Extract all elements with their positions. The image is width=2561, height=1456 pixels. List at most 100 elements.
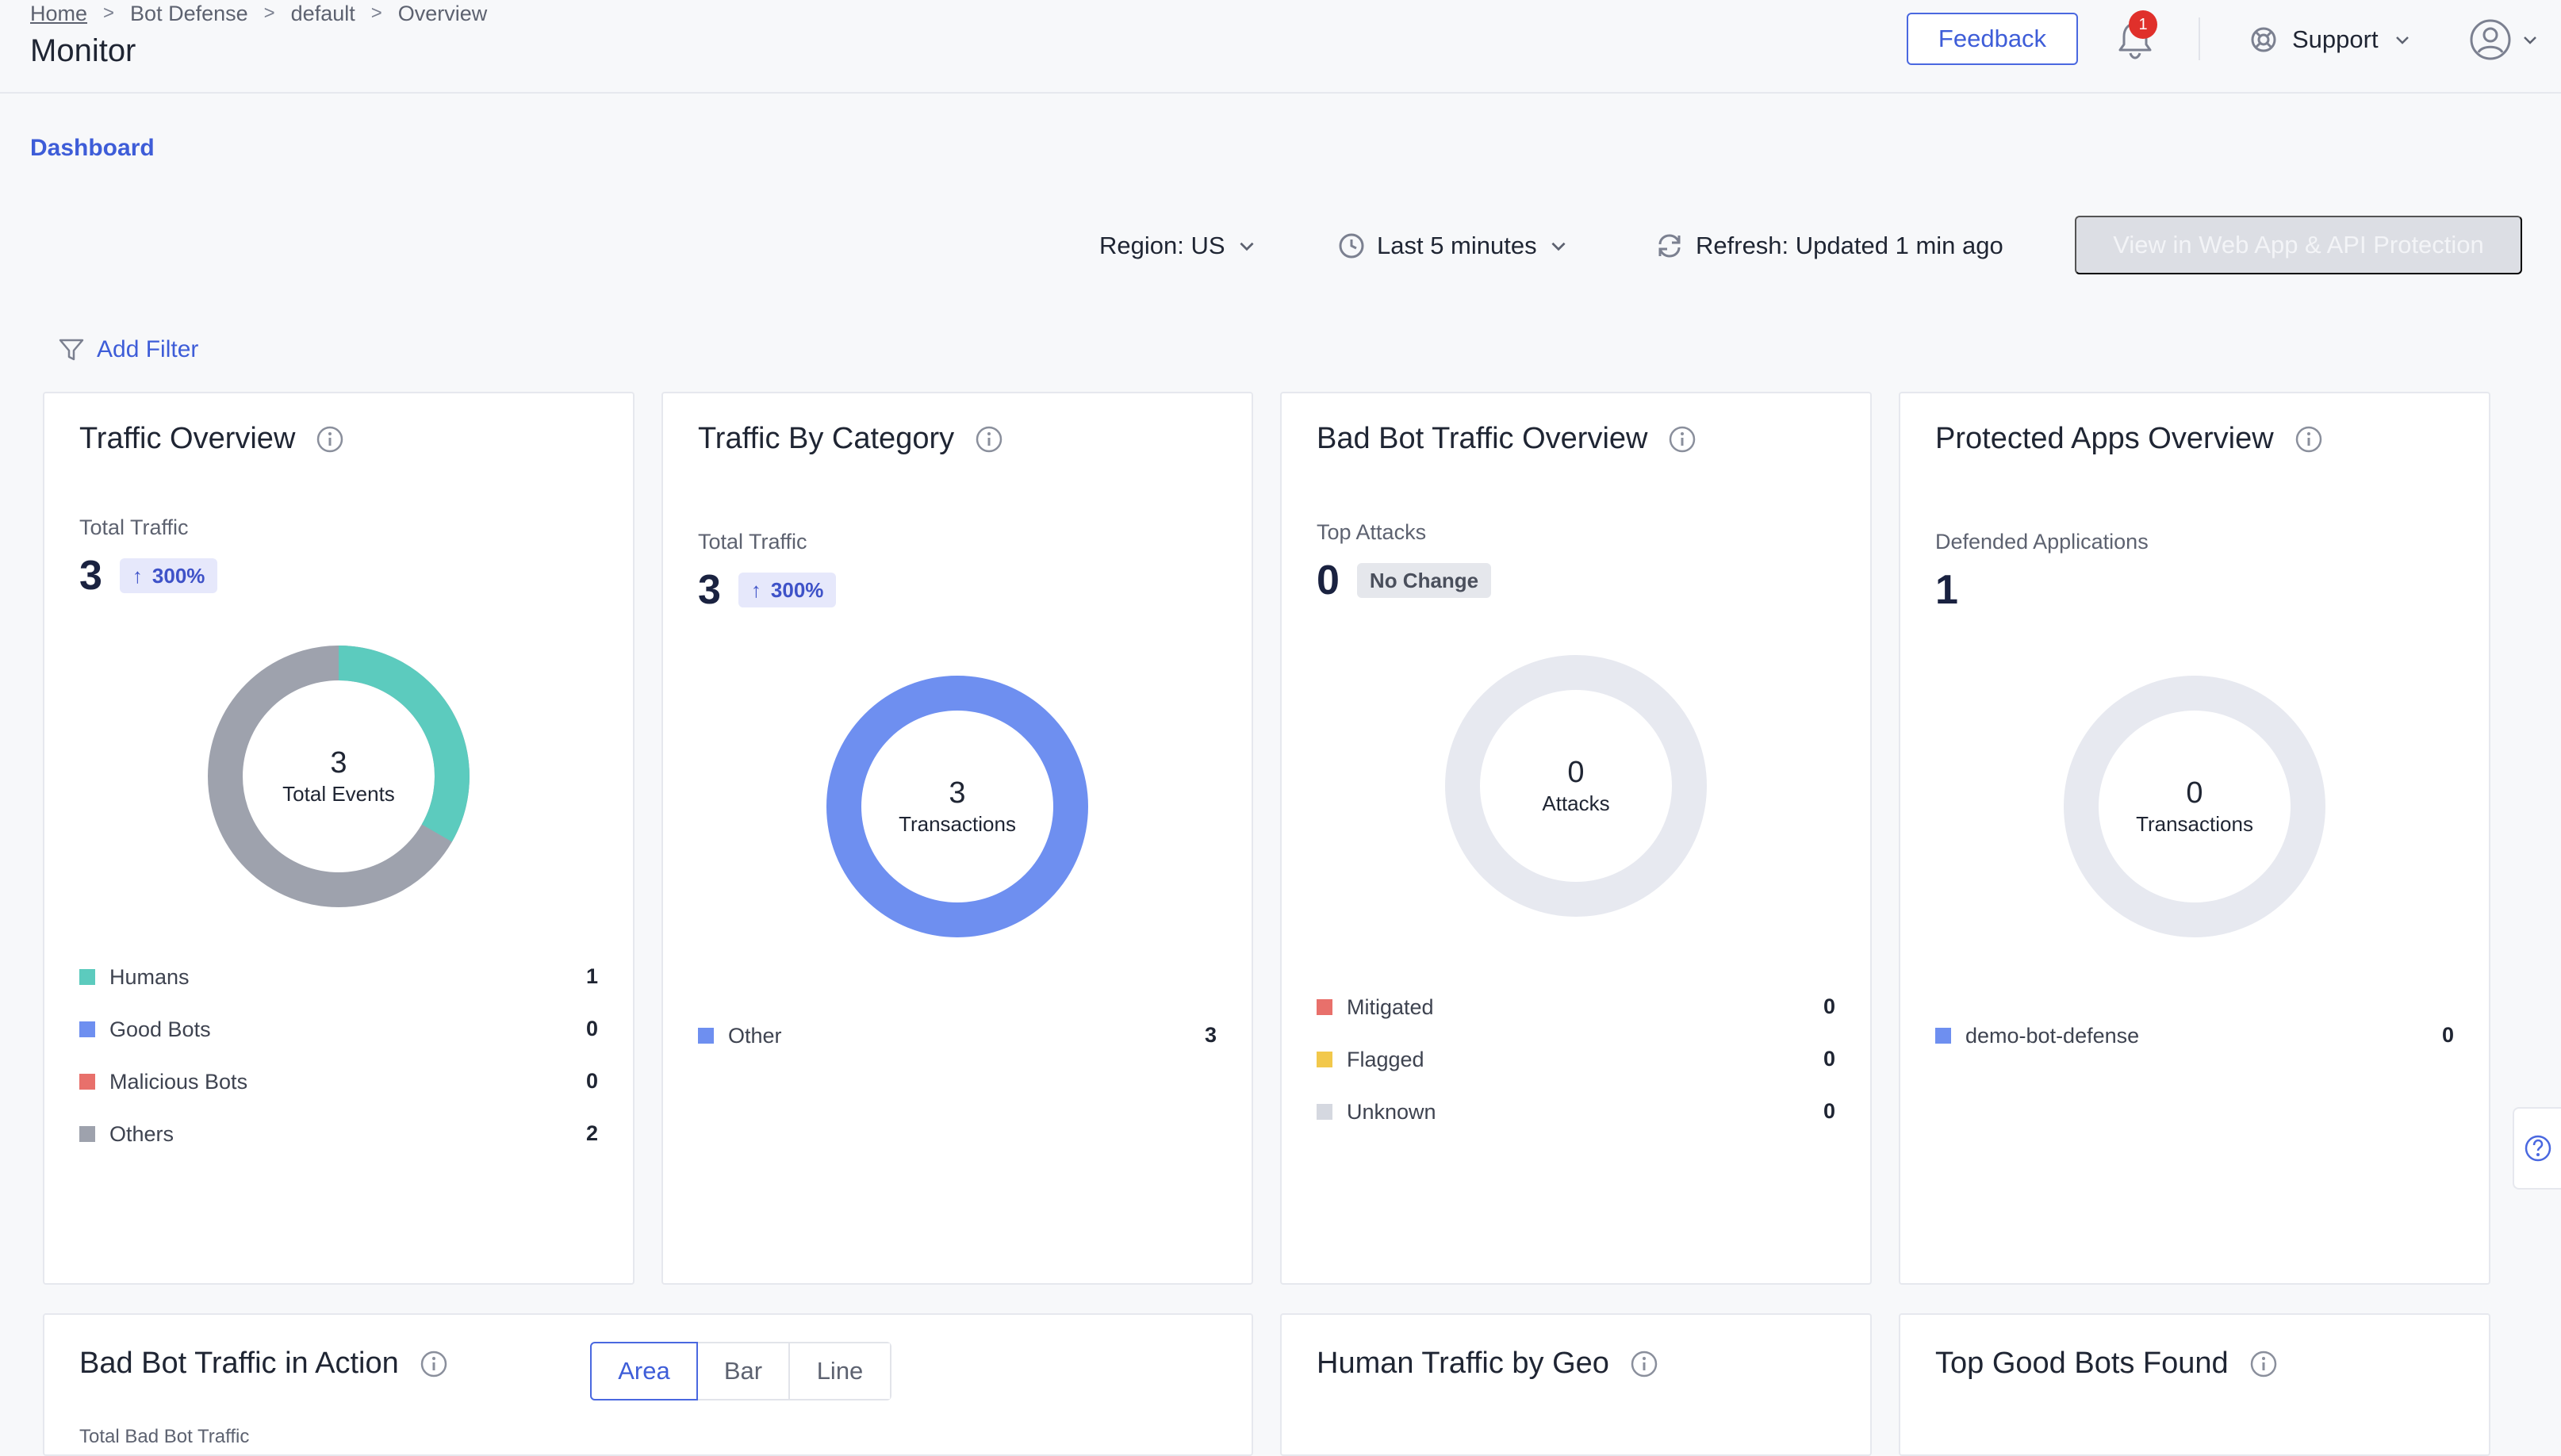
legend-name: Flagged [1347,1047,1424,1071]
donut-svg [826,676,1088,937]
chart-type-line[interactable]: Line [790,1343,890,1399]
metric-label: Defended Applications [1935,530,2149,554]
add-filter-button[interactable]: Add Filter [57,328,198,371]
metric-row: 0 No Change [1317,557,1492,604]
time-range-label: Last 5 minutes [1377,232,1537,259]
chart-type-area[interactable]: Area [590,1342,698,1400]
info-icon[interactable] [2249,1350,2278,1378]
card-title: Top Good Bots Found [1935,1347,2278,1381]
top-header: Home > Bot Defense > default > Overview … [0,0,2561,94]
question-icon [2525,1135,2551,1162]
info-icon[interactable] [316,425,344,454]
legend-swatch [1317,1052,1332,1067]
legend-value: 2 [585,1121,598,1145]
legend-value: 1 [585,964,598,988]
donut-svg [208,646,470,907]
region-selector[interactable]: Region: US [1099,222,1257,270]
card-title: Protected Apps Overview [1935,422,2323,456]
legend-item[interactable]: Mitigated [1317,991,1434,1023]
legend-item[interactable]: Others [79,1118,174,1150]
traffic-overview-card: Traffic Overview Total Traffic 3 ↑ 300% … [43,392,634,1285]
top-good-bots-card: Top Good Bots Found [1899,1313,2490,1456]
apps-donut-chart: 0 Transactions [2064,676,2325,937]
legend-item[interactable]: Malicious Bots [79,1066,247,1098]
info-icon[interactable] [2295,425,2323,454]
legend-swatch [79,1126,95,1142]
filter-icon [59,339,84,361]
legend-swatch [79,1021,95,1037]
legend-name: Other [728,1023,782,1048]
donut-label: Transactions [2136,812,2253,836]
arrow-up-icon: ↑ [132,563,143,588]
info-icon[interactable] [420,1350,448,1378]
human-geo-card: Human Traffic by Geo [1280,1313,1872,1456]
legend-item[interactable]: Other [698,1020,782,1052]
donut-center: 0 Attacks [1445,655,1707,917]
add-filter-label: Add Filter [97,336,199,362]
time-range-selector[interactable]: Last 5 minutes [1337,222,1569,270]
legend-name: demo-bot-defense [1965,1023,2140,1048]
info-icon[interactable] [975,425,1003,454]
support-menu[interactable]: Support [2249,17,2412,62]
arrow-up-icon: ↑ [750,577,761,602]
card-title: Bad Bot Traffic in Action [79,1347,448,1381]
help-button[interactable] [2513,1107,2561,1190]
card-title: Traffic By Category [698,422,1003,456]
legend-item[interactable]: Flagged [1317,1044,1424,1075]
cut-off-label: Total Bad Bot Traffic [79,1426,250,1447]
info-icon[interactable] [1668,425,1696,454]
metric-row: 3 ↑ 300% [698,566,837,614]
metric-row: 3 ↑ 300% [79,552,218,600]
metric-value: 1 [1935,567,1958,613]
breadcrumb-overview: Overview [397,1,488,25]
donut-segment-other [826,676,1088,937]
legend-item[interactable]: Unknown [1317,1096,1436,1128]
category-donut-chart: 3 Transactions [826,676,1088,937]
donut-svg [2064,676,2325,937]
legend-item[interactable]: Good Bots [79,1013,211,1045]
donut-value: 0 [1567,756,1585,789]
donut-label: Transactions [899,812,1016,836]
donut-value: 3 [330,746,347,780]
chevron-down-icon [2395,36,2409,44]
card-title: Human Traffic by Geo [1317,1347,1658,1381]
donut-value: 3 [949,776,966,810]
refresh-label: Refresh: Updated 1 min ago [1696,232,2003,259]
view-in-waap-button[interactable]: View in Web App & API Protection [2075,216,2522,274]
chart-type-toggle: Area Bar Line [590,1342,891,1400]
legend-name: Mitigated [1347,994,1434,1019]
card-title: Bad Bot Traffic Overview [1317,422,1696,456]
breadcrumb-home-link[interactable]: Home [30,1,88,25]
protected-apps-card: Protected Apps Overview Defended Applica… [1899,392,2490,1285]
change-badge: ↑ 300% [738,573,837,607]
chevron-down-icon [1551,242,1566,251]
chart-type-bar[interactable]: Bar [698,1343,790,1399]
legend-swatch [1935,1028,1951,1044]
donut-segment-humans [338,646,470,842]
legend-value: 0 [585,1069,598,1093]
legend-swatch [1317,1104,1332,1120]
breadcrumb-chevron-icon: > [103,2,115,24]
legend-item[interactable]: Humans [79,961,190,993]
header-divider [2199,17,2200,60]
legend-value: 0 [1823,1099,1835,1123]
legend-name: Malicious Bots [109,1069,248,1094]
donut-center: 0 Transactions [2064,676,2325,937]
breadcrumb-bot-defense[interactable]: Bot Defense [130,1,248,25]
legend-swatch [1317,999,1332,1015]
user-menu[interactable] [2468,16,2540,63]
legend-value: 0 [585,1017,598,1040]
top-good-bots-title: Top Good Bots Found [1935,1347,2229,1380]
info-icon[interactable] [1630,1350,1658,1378]
tab-dashboard[interactable]: Dashboard [30,135,155,161]
legend-value: 0 [2441,1023,2454,1047]
feedback-button[interactable]: Feedback [1907,13,2078,65]
user-avatar-icon [2470,19,2511,60]
refresh-control[interactable]: Refresh: Updated 1 min ago [1654,222,2003,270]
donut-center: 3 Total Events [208,646,470,907]
donut-svg [1445,655,1707,917]
metric-row: 1 [1935,566,1958,614]
legend-item[interactable]: demo-bot-defense [1935,1020,2139,1052]
chevron-down-icon [2524,36,2536,44]
breadcrumb-default[interactable]: default [290,1,355,25]
